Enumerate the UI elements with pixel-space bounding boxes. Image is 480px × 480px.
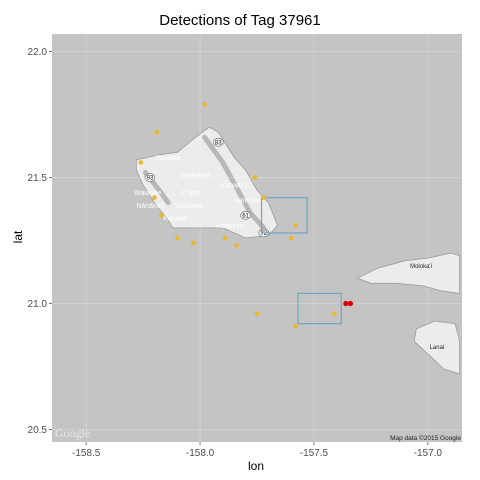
place-label: Nānākuli bbox=[136, 203, 164, 210]
y-tick-label: 20.5 bbox=[28, 425, 48, 436]
receiver-point bbox=[222, 235, 228, 241]
oahu-island bbox=[135, 126, 278, 239]
detection-point bbox=[343, 300, 349, 307]
detection-point bbox=[347, 300, 353, 307]
molokai-island bbox=[356, 252, 461, 294]
road-shield-label: 61 bbox=[242, 213, 249, 219]
receiver-point bbox=[332, 311, 337, 316]
receiver-point bbox=[138, 160, 144, 165]
receiver-point bbox=[293, 223, 299, 228]
place-label: Waianae bbox=[134, 190, 161, 197]
road-shield-label: 72 bbox=[260, 231, 267, 237]
grid-layer bbox=[52, 34, 462, 442]
box-layer bbox=[260, 197, 342, 325]
x-tick-label: -158.0 bbox=[186, 448, 215, 459]
y-axis-title: lat bbox=[11, 230, 25, 243]
road-shield-icon bbox=[240, 211, 251, 220]
land-layer bbox=[135, 126, 461, 375]
place-label: Kahalu'u bbox=[221, 183, 248, 190]
place-label: Honolulu bbox=[216, 223, 244, 230]
mountain-ridge bbox=[202, 134, 267, 231]
receiver-point bbox=[252, 175, 258, 180]
place-label: Waialua bbox=[156, 155, 181, 162]
google-logo: Google bbox=[55, 426, 90, 440]
study-area-box bbox=[260, 197, 308, 234]
receiver-point bbox=[152, 195, 157, 201]
place-labels: Waialua Wahiawā Kahalu'u O'ahu Waianae Kaneoh… bbox=[134, 137, 445, 351]
map-credit: Map data ©2015 Google bbox=[390, 434, 461, 442]
road-shield-icon bbox=[212, 137, 224, 147]
x-axis-title: lon bbox=[248, 459, 264, 473]
road-shield-label: 83 bbox=[215, 140, 222, 146]
place-label: Waipahu bbox=[175, 203, 202, 210]
place-label: Moloka'i bbox=[410, 264, 432, 270]
receiver-point bbox=[154, 129, 160, 135]
lanai-island bbox=[413, 320, 461, 375]
place-label: Kaneohe bbox=[234, 198, 262, 205]
x-tick-label: -158.5 bbox=[72, 448, 101, 459]
x-tick-label: -157.0 bbox=[414, 448, 443, 459]
receiver-point bbox=[190, 240, 196, 246]
y-tick-label: 21.5 bbox=[28, 173, 48, 184]
receiver-point bbox=[293, 323, 299, 329]
place-label: Wahiawā bbox=[181, 173, 210, 180]
map-panel bbox=[52, 34, 462, 442]
receiver-point bbox=[159, 213, 164, 218]
y-tick-label: 21.0 bbox=[28, 299, 48, 310]
place-label: Lanai bbox=[430, 345, 445, 351]
point-layer bbox=[138, 102, 353, 329]
receiver-point bbox=[261, 195, 267, 201]
receiver-point bbox=[288, 235, 294, 241]
place-label: Kapolei bbox=[163, 215, 187, 222]
receiver-point bbox=[234, 243, 239, 248]
receiver-point bbox=[254, 311, 260, 316]
receiver-point bbox=[174, 235, 180, 241]
study-area-box bbox=[297, 292, 342, 325]
axis-layer: -158.5 -158.0 -157.5 -157.0 20.5 21.0 21.5 22.0 bbox=[28, 47, 443, 459]
road-shield-icon bbox=[144, 173, 156, 182]
chart-title: Detections of Tag 37961 bbox=[159, 12, 321, 29]
y-tick-label: 22.0 bbox=[28, 47, 48, 58]
x-tick-label: -157.5 bbox=[300, 448, 329, 459]
place-label: O'ahu bbox=[182, 190, 201, 197]
receiver-point bbox=[202, 102, 207, 107]
road-shield-label: 93 bbox=[147, 176, 154, 182]
panel-background bbox=[52, 34, 462, 442]
